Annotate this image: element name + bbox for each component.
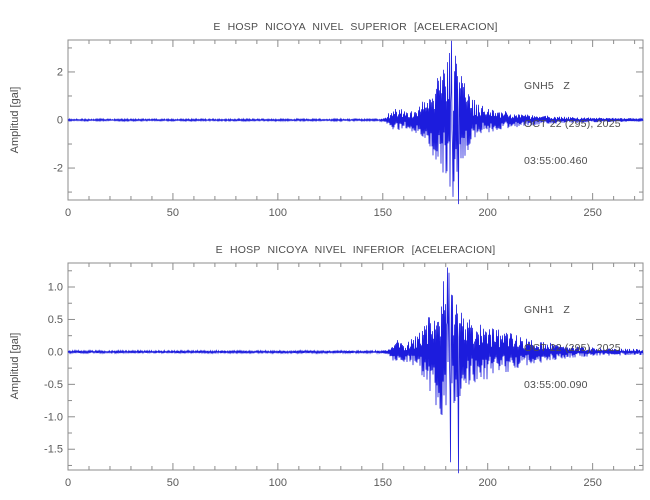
x-tick-label: 250 bbox=[583, 477, 601, 489]
x-tick-label: 200 bbox=[479, 477, 497, 489]
x-tick-label: 50 bbox=[167, 477, 179, 489]
chart-1-ylabel: Amplitud [gal] bbox=[9, 86, 21, 154]
chart-2-ylabel: Amplitud [gal] bbox=[9, 332, 21, 400]
seismic-trace bbox=[67, 267, 644, 474]
station-id-line: GNH1 Z bbox=[524, 304, 570, 316]
x-tick-label: 150 bbox=[374, 207, 392, 219]
y-tick-label: -2 bbox=[53, 163, 63, 175]
chart-2-station-info: GNH1 Z OCT 22 (295), 2025 03:55:00.090 bbox=[524, 279, 621, 417]
y-tick-label: -1.0 bbox=[44, 411, 63, 423]
x-tick-label: 50 bbox=[167, 207, 179, 219]
seismic-trace bbox=[67, 40, 644, 205]
x-tick-label: 0 bbox=[65, 207, 71, 219]
y-tick-label: 2 bbox=[57, 66, 63, 78]
y-tick-label: 1.0 bbox=[48, 282, 63, 294]
x-tick-label: 150 bbox=[374, 477, 392, 489]
event-date-line: OCT 22 (295), 2025 bbox=[524, 117, 621, 130]
event-date-line: OCT 22 (295), 2025 bbox=[524, 341, 621, 354]
x-tick-label: 100 bbox=[269, 477, 287, 489]
chart-2-title: E HOSP NICOYA NIVEL INFERIOR [ACELERACIO… bbox=[215, 244, 496, 256]
chart-1-plot: 0 50 100 150 200 250 -2 0 2 bbox=[53, 39, 644, 219]
x-tick-label: 250 bbox=[583, 207, 601, 219]
y-tick-label: -0.5 bbox=[44, 379, 63, 391]
y-tick-label: 0.0 bbox=[48, 346, 63, 358]
x-tick-label: 0 bbox=[65, 477, 71, 489]
chart-1-title: E HOSP NICOYA NIVEL SUPERIOR [ACELERACIO… bbox=[213, 21, 498, 33]
y-tick-label: 0.5 bbox=[48, 314, 63, 326]
chart-1-station-info: GNH5 Z OCT 22 (295), 2025 03:55:00.460 bbox=[524, 55, 621, 193]
station-id-line: GNH5 Z bbox=[524, 80, 570, 92]
event-time-line: 03:55:00.090 bbox=[524, 379, 588, 391]
plot-frame bbox=[67, 262, 644, 471]
y-tick-label: -1.5 bbox=[44, 444, 63, 456]
y-tick-label: 0 bbox=[57, 115, 63, 127]
x-tick-label: 200 bbox=[479, 207, 497, 219]
event-time-line: 03:55:00.460 bbox=[524, 155, 588, 167]
chart-2-plot: 0 50 100 150 200 250 -1.5 -1.0 -0.5 0.0 0.5 1.0 bbox=[44, 262, 644, 489]
x-tick-label: 100 bbox=[269, 207, 287, 219]
